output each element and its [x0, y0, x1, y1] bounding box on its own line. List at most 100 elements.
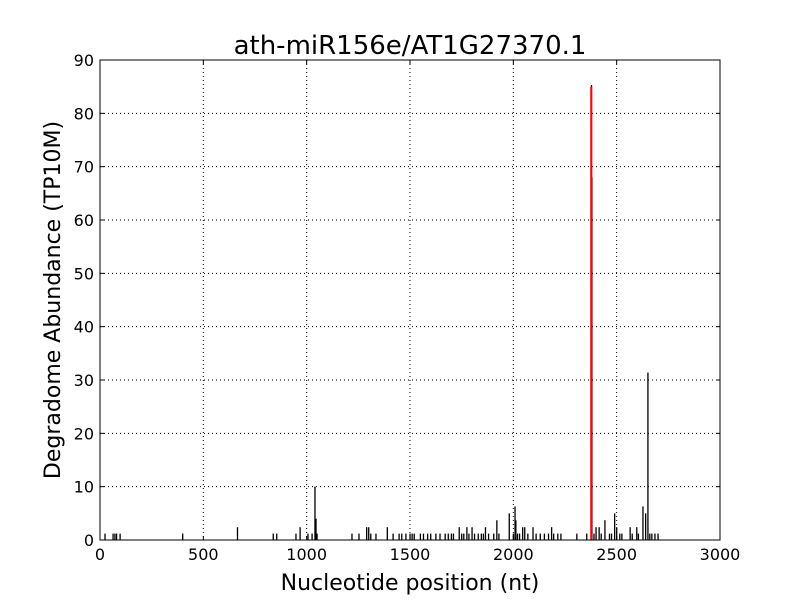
bar: [637, 533, 640, 540]
bar: [471, 527, 473, 540]
bar: [466, 527, 468, 540]
bar: [366, 527, 368, 540]
bar: [487, 533, 490, 540]
bar: [616, 527, 618, 540]
bar: [458, 527, 460, 540]
bar: [182, 533, 184, 540]
bar: [518, 533, 521, 540]
bar: [386, 527, 388, 540]
bar: [576, 533, 578, 540]
x-tick-label: 2500: [596, 545, 637, 564]
bar: [629, 527, 631, 540]
bar: [104, 533, 106, 540]
y-tick-label: 0: [84, 531, 94, 550]
bar: [435, 533, 437, 540]
y-tick-label: 60: [74, 211, 94, 230]
bar: [351, 533, 353, 540]
bar: [642, 506, 644, 540]
bar: [401, 533, 403, 540]
bar: [610, 533, 613, 540]
y-tick-label: 20: [74, 424, 94, 443]
bar: [314, 486, 316, 540]
bar: [426, 533, 429, 540]
y-axis-label: Degradome Abundance (TP10M): [41, 121, 66, 479]
bar: [405, 533, 407, 540]
chart-title: ath-miR156e/AT1G27370.1: [234, 31, 587, 61]
bar: [419, 533, 422, 540]
bar: [295, 533, 297, 540]
bar: [316, 533, 318, 540]
bar: [515, 520, 517, 540]
bar: [452, 533, 455, 540]
bar: [532, 527, 534, 540]
bar: [276, 533, 278, 540]
bar: [413, 533, 415, 540]
bar: [307, 533, 309, 540]
bar: [422, 533, 425, 540]
bar: [112, 533, 114, 540]
ticks: 0 500 1000 1500 2000 2500 3000 0 10 20 30 40 50 60 70 8…: [74, 51, 741, 564]
bar: [461, 533, 463, 540]
bar: [547, 533, 550, 540]
bar: [115, 533, 118, 540]
bar: [392, 533, 394, 540]
bar: [600, 533, 602, 540]
bar: [468, 533, 470, 540]
bar: [586, 533, 588, 540]
bar: [299, 527, 301, 540]
bar: [560, 533, 562, 540]
bar: [522, 527, 524, 540]
bar: [368, 527, 370, 540]
bar: [311, 533, 313, 540]
x-tick-label: 500: [188, 545, 219, 564]
bar: [619, 533, 621, 540]
bar: [604, 520, 606, 540]
bar: [498, 533, 500, 540]
bar: [614, 513, 616, 540]
bar: [645, 513, 647, 540]
bar: [550, 527, 553, 540]
bar: [651, 533, 653, 540]
bar: [543, 533, 546, 540]
bar: [598, 527, 600, 540]
bar: [657, 533, 659, 540]
bar: [315, 518, 317, 540]
bar: [654, 533, 656, 540]
bar: [482, 533, 485, 540]
bar: [516, 533, 519, 540]
y-tick-label: 70: [74, 158, 94, 177]
bar: [557, 533, 559, 540]
y-tick-label: 80: [74, 104, 94, 123]
bar: [411, 533, 413, 540]
bar: [493, 533, 495, 540]
bar: [649, 533, 651, 540]
bar: [450, 533, 453, 540]
bar: [595, 527, 597, 540]
highlight-bar: [590, 86, 593, 541]
bar: [647, 372, 649, 540]
bar: [524, 527, 526, 540]
bar: [514, 506, 516, 540]
bar: [508, 513, 510, 540]
y-tick-label: 50: [74, 264, 94, 283]
bar: [553, 533, 555, 540]
bar: [496, 520, 498, 540]
bar: [375, 533, 377, 540]
x-tick-label: 3000: [700, 545, 741, 564]
bar: [535, 533, 537, 540]
bar: [539, 533, 541, 540]
y-tick-label: 10: [74, 478, 94, 497]
x-axis-label: Nucleotide position (nt): [281, 571, 540, 596]
bar: [119, 533, 121, 540]
bar: [236, 527, 239, 540]
bar: [398, 533, 400, 540]
y-tick-label: 30: [74, 371, 94, 390]
bar: [484, 527, 487, 540]
bar: [473, 533, 476, 540]
bars: [104, 85, 659, 541]
bar: [608, 533, 611, 540]
x-tick-label: 1000: [286, 545, 327, 564]
y-tick-label: 40: [74, 318, 94, 337]
bar: [358, 533, 360, 540]
